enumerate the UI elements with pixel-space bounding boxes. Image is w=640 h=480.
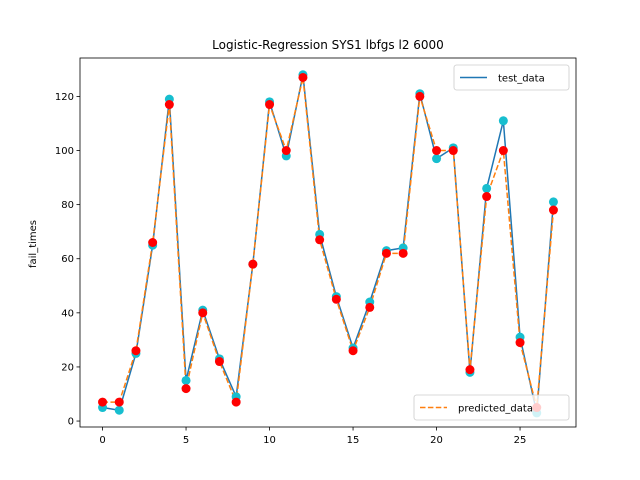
predicted-data-point	[381, 248, 391, 258]
test-data-point	[432, 154, 442, 164]
y-axis-label: fail_times	[28, 220, 39, 268]
x-tick-label: 10	[263, 435, 276, 446]
predicted-data-point	[248, 259, 258, 269]
predicted-data-legend-label: predicted_data	[458, 404, 533, 415]
predicted-data-point	[465, 365, 475, 375]
predicted-data-point	[515, 338, 525, 348]
x-tick-label: 20	[430, 435, 443, 446]
plot-area	[98, 70, 558, 418]
predicted-data-point	[331, 294, 341, 304]
predicted-data-point	[498, 146, 508, 156]
predicted-data-point	[365, 302, 375, 312]
x-tick-label: 5	[183, 435, 189, 446]
predicted-data-point	[181, 384, 191, 394]
test-data-legend-label: test_data	[498, 74, 545, 85]
predicted-data-point	[198, 308, 208, 318]
test-data-point	[181, 375, 191, 385]
y-tick-label: 120	[55, 92, 74, 103]
y-tick-label: 0	[68, 417, 74, 428]
predicted-data-point	[415, 91, 425, 101]
legend-box	[413, 394, 570, 421]
test-data-point	[548, 197, 558, 207]
predicted-data-point	[298, 72, 308, 82]
predicted-data-point	[265, 100, 275, 110]
predicted-data-point	[148, 238, 158, 247]
chart-title: Logistic-Regression SYS1 lbfgs l2 6000	[212, 38, 444, 52]
y-tick-label: 60	[61, 254, 74, 265]
y-tick-label: 100	[55, 146, 74, 157]
test-data-point	[114, 405, 124, 415]
legend-box	[453, 64, 570, 91]
y-tick-label: 40	[61, 308, 74, 319]
test-data-point	[498, 116, 508, 126]
x-tick-label: 25	[514, 435, 527, 446]
predicted-data-point	[98, 397, 108, 407]
predicted-data-point	[131, 346, 141, 356]
predicted-data-point	[164, 100, 174, 110]
predicted-data-line	[102, 76, 555, 409]
predicted-data-point	[214, 357, 224, 367]
legends: test_data predicted_data	[413, 64, 570, 421]
x-tick-label: 0	[99, 435, 105, 446]
x-tick-label: 15	[347, 435, 360, 446]
predicted-data-point	[548, 205, 558, 215]
predicted-data-point	[432, 146, 442, 156]
predicted-data-point	[281, 146, 291, 156]
predicted-data-point	[348, 346, 358, 356]
predicted-data-point	[448, 146, 458, 156]
y-tick-label: 20	[61, 362, 74, 373]
predicted-data-point	[482, 192, 492, 202]
test-data-point	[482, 183, 492, 193]
predicted-data-point	[315, 235, 325, 245]
axes-frame	[79, 57, 577, 428]
y-tick-label: 80	[61, 200, 74, 211]
predicted-data-point	[114, 397, 124, 407]
axes: 0 5 10 15 20 25 0 20 40 60 80 100 120	[55, 57, 577, 446]
predicted-data-point	[231, 397, 241, 407]
predicted-data-point	[398, 248, 408, 258]
